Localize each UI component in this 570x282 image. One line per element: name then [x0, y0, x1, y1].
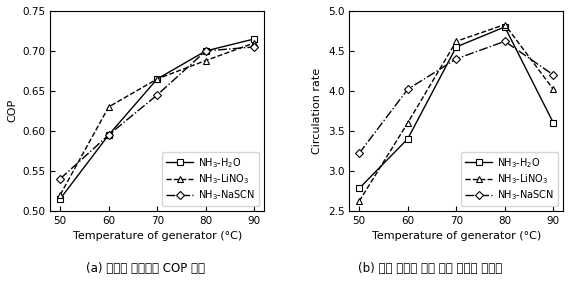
- Text: (b) 냉매 유량에 대한 혼합 용액의 유량비: (b) 냉매 유량에 대한 혼합 용액의 유량비: [358, 262, 503, 275]
- Y-axis label: Circulation rate: Circulation rate: [312, 68, 323, 154]
- X-axis label: Temperature of generator (°C): Temperature of generator (°C): [72, 231, 242, 241]
- Text: (a) 흡수식 냉동기의 COP 변화: (a) 흡수식 냉동기의 COP 변화: [86, 262, 205, 275]
- Legend: NH$_3$-H$_2$O, NH$_3$-LiNO$_3$, NH$_3$-NaSCN: NH$_3$-H$_2$O, NH$_3$-LiNO$_3$, NH$_3$-N…: [162, 152, 259, 206]
- Legend: NH$_3$-H$_2$O, NH$_3$-LiNO$_3$, NH$_3$-NaSCN: NH$_3$-H$_2$O, NH$_3$-LiNO$_3$, NH$_3$-N…: [461, 152, 558, 206]
- X-axis label: Temperature of generator (°C): Temperature of generator (°C): [372, 231, 541, 241]
- Y-axis label: COP: COP: [7, 99, 17, 122]
